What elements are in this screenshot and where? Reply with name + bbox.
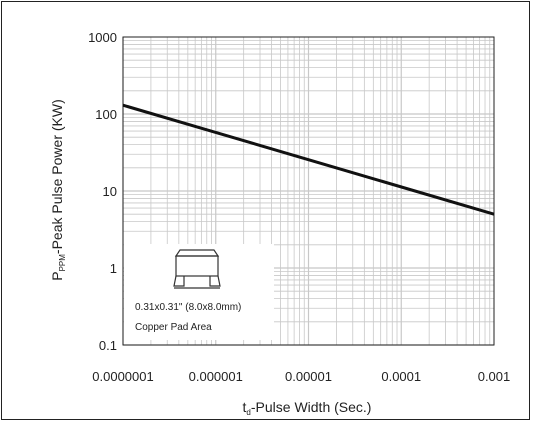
y-tick-label: 10 [103,184,117,199]
inset-pad-caption: Copper Pad Area [135,322,212,333]
y-axis-label-main: P [49,271,65,280]
x-axis-label-rest: -Pulse Width (Sec.) [251,399,372,415]
x-tick-label: 0.001 [478,369,511,384]
y-axis-label-rest: -Peak Pulse Power (KW) [49,99,65,254]
plot-area-border [122,36,495,346]
y-axis-label: PPPM-Peak Pulse Power (KW) [49,99,67,281]
x-tick-label: 0.0000001 [92,369,153,384]
inset-box [124,244,274,340]
x-axis-label: td-Pulse Width (Sec.) [243,399,372,417]
y-tick-label: 100 [95,107,117,122]
package-icon [173,249,221,289]
x-tick-label: 0.00001 [285,369,332,384]
y-tick-label: 1 [110,261,117,276]
x-tick-label: 0.0001 [381,369,421,384]
y-axis-label-sub: PPM [58,254,67,272]
y-tick-labels: 0.1 1 10 100 1000 [88,30,117,353]
x-tick-label: 0.000001 [189,369,243,384]
x-axis-label-main: t [243,399,247,415]
copper-pad-inset: 0.31x0.31" (8.0x8.0mm) Copper Pad Area [124,244,274,340]
y-tick-label: 0.1 [99,338,117,353]
x-tick-labels: 0.0000001 0.000001 0.00001 0.0001 0.001 [92,369,510,384]
inset-pad-size: 0.31x0.31" (8.0x8.0mm) [135,302,241,313]
x-axis-label-sub: d [246,408,250,417]
y-tick-label: 1000 [88,30,117,45]
series-line [122,103,495,216]
